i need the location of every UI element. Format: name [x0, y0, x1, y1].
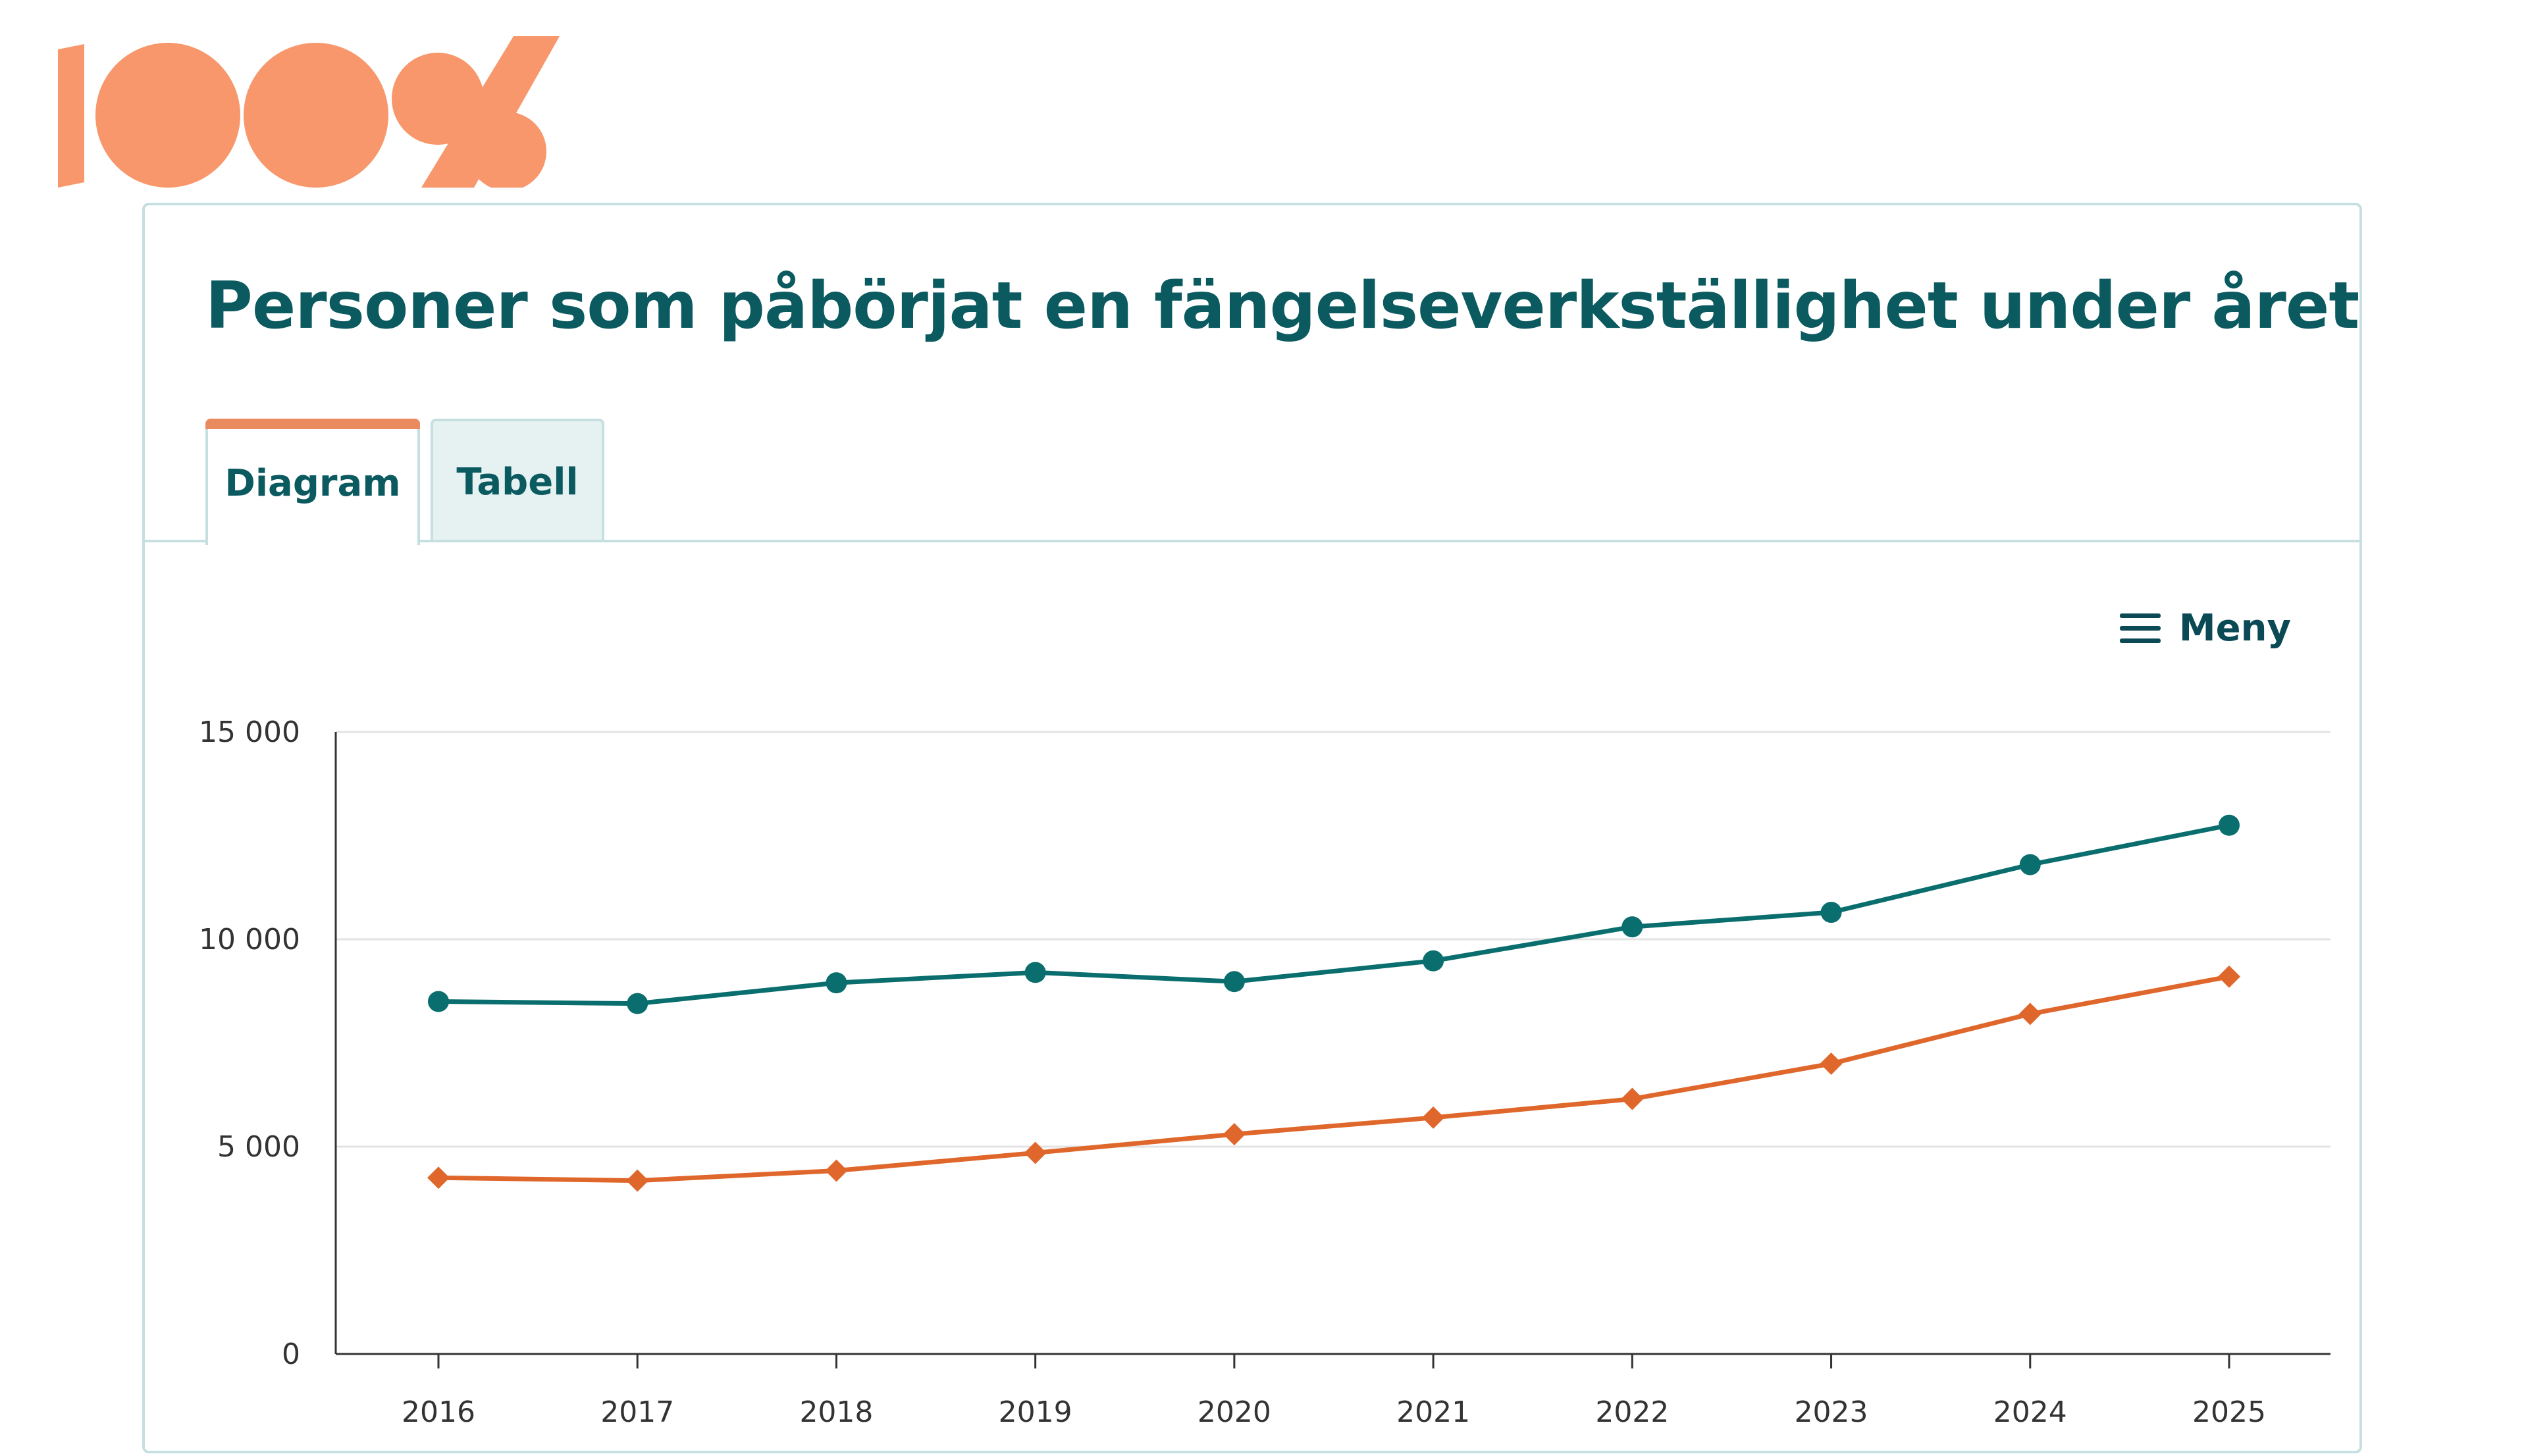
- data-point: [627, 993, 648, 1014]
- series-line-1: [438, 823, 2230, 1006]
- data-point: [2019, 854, 2041, 875]
- y-tick-label: 0: [282, 1338, 300, 1371]
- data-point: [2219, 814, 2240, 836]
- data-point: [626, 1169, 649, 1192]
- data-point: [1423, 950, 1444, 972]
- data-point: [427, 1166, 450, 1189]
- logo-zero-2: [244, 43, 388, 188]
- data-point: [825, 1159, 848, 1182]
- series-line-2: [438, 974, 2230, 1183]
- data-point: [428, 991, 449, 1012]
- logo-percent-slash: [421, 36, 560, 188]
- x-tick-label: 2024: [1993, 1395, 2067, 1429]
- x-tick-label: 2023: [1795, 1395, 1868, 1429]
- line-chart: 0 5 000 10 000 15 000 2016 2017 2018 2019 2020 20…: [199, 715, 2330, 1429]
- data-point: [2018, 1002, 2041, 1026]
- tab-diagram[interactable]: Diagram: [205, 419, 420, 545]
- data-point: [1621, 916, 1643, 938]
- data-point: [1223, 1123, 1246, 1146]
- chart-card: Personer som påbörjat en fängelseverkstä…: [142, 203, 2362, 1453]
- logo-one: [58, 44, 84, 188]
- menu-label: Meny: [2178, 607, 2291, 650]
- tab-tabell-label: Tabell: [456, 460, 579, 504]
- x-tick-label: 2021: [1396, 1395, 1470, 1429]
- page-title: Personer som påbörjat en fängelseverkstä…: [205, 269, 2359, 344]
- data-point: [1024, 962, 1046, 983]
- tab-diagram-label: Diagram: [224, 461, 401, 505]
- x-tick-label: 2017: [600, 1395, 674, 1429]
- x-tick-label: 2019: [999, 1395, 1072, 1429]
- data-point: [1024, 1141, 1047, 1164]
- data-point: [1223, 971, 1245, 993]
- tab-tabell[interactable]: Tabell: [431, 419, 604, 542]
- x-tick-label: 2020: [1198, 1395, 1271, 1429]
- brand-logo: [58, 36, 560, 188]
- y-tick-label: 5 000: [217, 1130, 300, 1164]
- data-point: [1621, 1087, 1644, 1110]
- data-point: [1422, 1106, 1445, 1129]
- y-tick-label: 10 000: [199, 923, 300, 956]
- chart-menu-button[interactable]: Meny: [2119, 607, 2291, 650]
- data-point: [1820, 902, 1842, 923]
- logo-zero-1: [95, 43, 240, 188]
- tabs-divider: [145, 540, 2359, 542]
- x-tick-label: 2022: [1595, 1395, 1669, 1429]
- hamburger-icon: [2119, 613, 2161, 643]
- data-point: [2218, 965, 2240, 988]
- logo-percent-dot-bottom: [467, 112, 546, 188]
- x-tick-label: 2016: [402, 1395, 475, 1429]
- x-tick-label: 2018: [799, 1395, 873, 1429]
- data-point: [1820, 1053, 1843, 1075]
- x-tick-label: 2025: [2192, 1395, 2266, 1429]
- y-tick-label: 15 000: [199, 715, 300, 749]
- logo-percent-dot-top: [392, 53, 484, 145]
- data-point: [826, 972, 847, 994]
